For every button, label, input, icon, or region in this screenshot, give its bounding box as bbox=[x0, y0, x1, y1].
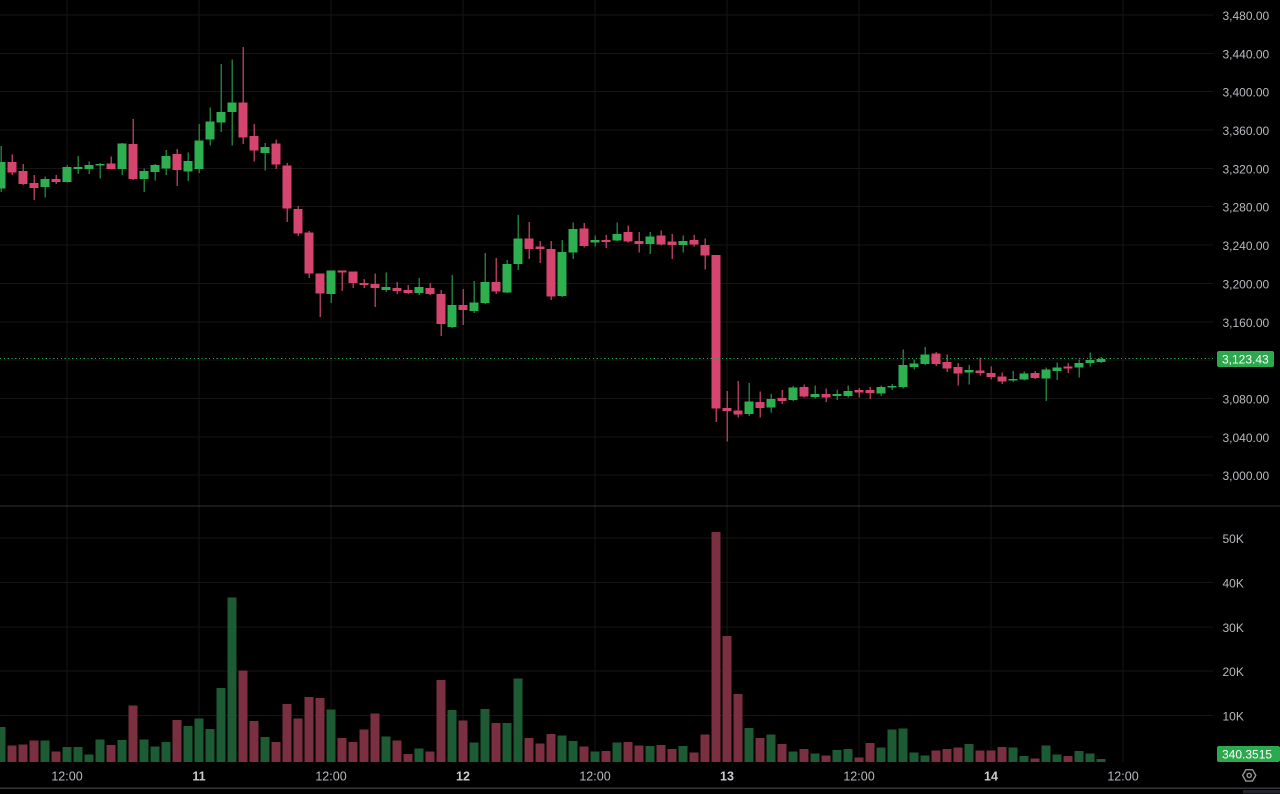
svg-text:20K: 20K bbox=[1223, 665, 1244, 679]
svg-text:3,240.00: 3,240.00 bbox=[1223, 239, 1270, 253]
svg-text:12:00: 12:00 bbox=[1107, 769, 1138, 783]
svg-text:340.3515: 340.3515 bbox=[1222, 748, 1272, 762]
svg-text:12:00: 12:00 bbox=[579, 769, 610, 783]
svg-text:12:00: 12:00 bbox=[51, 769, 82, 783]
svg-text:30K: 30K bbox=[1223, 621, 1244, 635]
svg-text:3,123.43: 3,123.43 bbox=[1222, 353, 1269, 367]
svg-text:12:00: 12:00 bbox=[315, 769, 346, 783]
svg-text:11: 11 bbox=[192, 769, 205, 783]
svg-text:3,480.00: 3,480.00 bbox=[1223, 9, 1270, 23]
svg-text:10K: 10K bbox=[1223, 710, 1244, 724]
svg-text:12: 12 bbox=[456, 769, 470, 783]
svg-text:13: 13 bbox=[720, 769, 734, 783]
svg-text:3,200.00: 3,200.00 bbox=[1223, 277, 1270, 291]
svg-text:14: 14 bbox=[984, 769, 998, 783]
svg-text:40K: 40K bbox=[1223, 576, 1244, 590]
svg-text:3,000.00: 3,000.00 bbox=[1223, 469, 1270, 483]
svg-text:3,360.00: 3,360.00 bbox=[1223, 124, 1270, 138]
svg-text:3,400.00: 3,400.00 bbox=[1223, 86, 1270, 100]
svg-text:12:00: 12:00 bbox=[843, 769, 874, 783]
svg-text:3,040.00: 3,040.00 bbox=[1223, 431, 1270, 445]
svg-text:3,320.00: 3,320.00 bbox=[1223, 162, 1270, 176]
svg-text:3,160.00: 3,160.00 bbox=[1223, 316, 1270, 330]
svg-text:3,280.00: 3,280.00 bbox=[1223, 201, 1270, 215]
svg-text:3,440.00: 3,440.00 bbox=[1223, 47, 1270, 61]
svg-text:50K: 50K bbox=[1223, 532, 1244, 546]
svg-text:3,080.00: 3,080.00 bbox=[1223, 393, 1270, 407]
